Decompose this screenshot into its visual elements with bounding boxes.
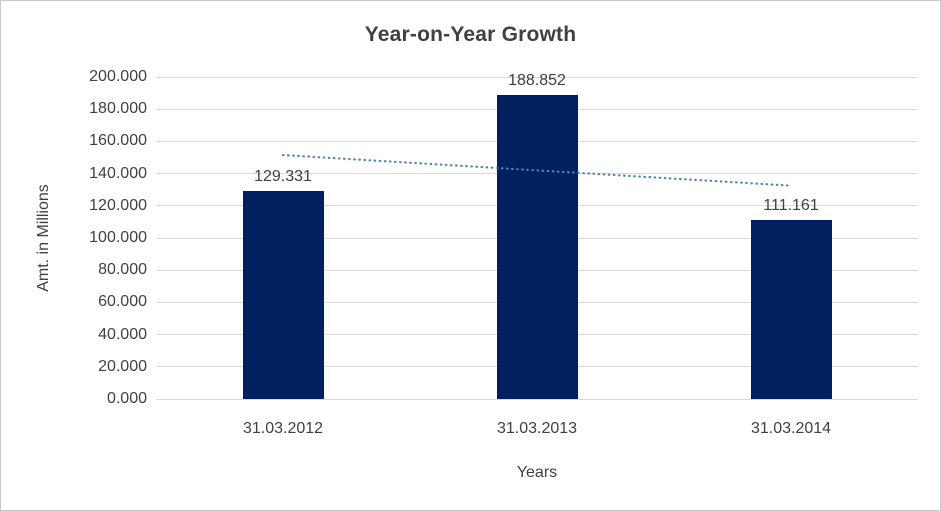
x-tick-label: 31.03.2012 xyxy=(242,420,324,437)
plot-area xyxy=(156,76,918,400)
y-tick-label: 180.000 xyxy=(89,100,147,118)
x-tick-label: 31.03.2013 xyxy=(496,420,578,437)
chart-title: Year-on-Year Growth xyxy=(364,23,577,46)
y-tick-label: 20.000 xyxy=(98,357,147,375)
x-tick-label: 31.03.2014 xyxy=(750,420,832,437)
y-tick-label: 40.000 xyxy=(98,325,147,343)
bar-value-label: 129.331 xyxy=(254,167,312,185)
y-tick-label: 80.000 xyxy=(98,261,147,279)
x-axis-title: Years xyxy=(516,464,558,481)
y-tick-label: 100.000 xyxy=(89,229,147,246)
bar-value-label: 188.852 xyxy=(508,71,566,89)
y-tick-label: 60.000 xyxy=(98,293,147,311)
y-tick-label: 0.000 xyxy=(106,390,147,407)
bar-value-label: 111.161 xyxy=(763,197,819,215)
y-tick-label: 120.000 xyxy=(89,196,147,214)
y-tick-label: 200.000 xyxy=(89,68,147,85)
bar-31.03.2012 xyxy=(242,190,324,399)
bar-31.03.2013 xyxy=(496,94,578,399)
gridline xyxy=(156,76,918,78)
bar-31.03.2014 xyxy=(750,220,832,399)
y-tick-label: 140.000 xyxy=(89,164,147,182)
y-tick-label: 160.000 xyxy=(89,132,147,150)
gridline xyxy=(156,398,918,400)
